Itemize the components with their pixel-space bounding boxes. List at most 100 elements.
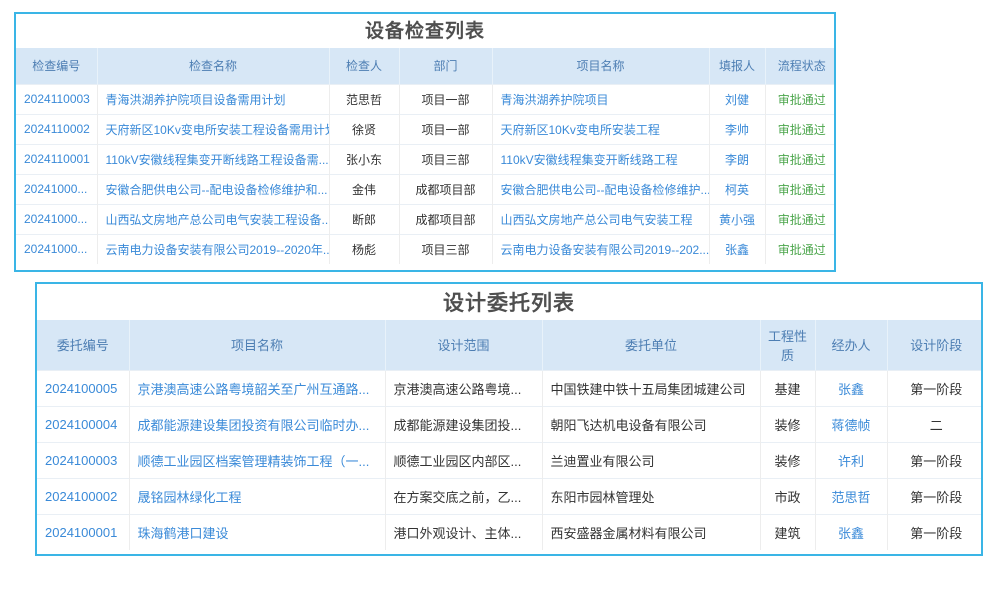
table-cell: 天府新区10Kv变电所安装工程设备需用计划 xyxy=(96,113,330,144)
table-row: 20241000... 安徽合肥供电公司--配电设备检修维护和... 金伟 成都项目部… xyxy=(16,173,834,204)
cell-text: 范思哲 xyxy=(345,92,382,107)
cell-link[interactable]: 青海洪湖养护院项目设备需用计划 xyxy=(105,92,286,107)
cell-link[interactable]: 2024100003 xyxy=(45,452,118,468)
cell-text: 京港澳高速公路粤境... xyxy=(393,381,522,397)
table-cell: 杨彪 xyxy=(328,233,399,264)
table-cell: 二 xyxy=(886,405,981,442)
cell-link[interactable]: 成都能源建设集团投资有限公司临时办... xyxy=(137,417,370,433)
table-cell: 第一阶段 xyxy=(886,369,981,406)
column-header-project-name: 项目名称 xyxy=(128,320,385,370)
table-cell: 李朗 xyxy=(708,143,765,174)
cell-link[interactable]: 天府新区10Kv变电所安装工程设备需用计划 xyxy=(105,122,330,137)
table-cell: 安徽合肥供电公司--配电设备检修维护和... xyxy=(96,173,329,204)
cell-link[interactable]: 安徽合肥供电公司--配电设备检修维护和... xyxy=(105,182,328,197)
table-cell: 山西弘文房地产总公司电气安装工程 xyxy=(491,203,709,234)
cell-link[interactable]: 顺德工业园区档案管理精装饰工程（一... xyxy=(137,453,370,469)
cell-link[interactable]: 2024110003 xyxy=(24,92,90,106)
cell-link[interactable]: 张鑫 xyxy=(837,525,864,541)
column-header-inspection-id: 检查编号 xyxy=(16,48,97,84)
cell-link[interactable]: 张鑫 xyxy=(837,381,864,397)
cell-link[interactable]: 刘健 xyxy=(724,92,749,107)
table-cell: 审批通过 xyxy=(764,173,834,204)
cell-text: 中国铁建中铁十五局集团城建公司 xyxy=(550,381,746,397)
column-header-project-name: 项目名称 xyxy=(491,48,709,84)
table-cell: 张鑫 xyxy=(814,513,887,550)
cell-text: 第一阶段 xyxy=(910,453,963,469)
cell-text: 市政 xyxy=(774,489,801,505)
status-text: 审批通过 xyxy=(777,242,826,257)
cell-link[interactable]: 20241000... xyxy=(24,242,88,257)
table-cell: 2024100003 xyxy=(37,441,129,478)
table-cell: 装修 xyxy=(759,405,815,442)
cell-link[interactable]: 山西弘文房地产总公司电气安装工程 xyxy=(500,212,693,227)
cell-link[interactable]: 云南电力设备安装有限公司2019--202... xyxy=(500,242,710,257)
cell-text: 成都能源建设集团投... xyxy=(393,417,522,433)
cell-link[interactable]: 2024100004 xyxy=(45,416,118,432)
table-cell: 20241000... xyxy=(16,203,97,234)
cell-link[interactable]: 山西弘文房地产总公司电气安装工程设备... xyxy=(105,212,330,227)
cell-text: 西安盛器金属材料有限公司 xyxy=(550,525,707,541)
cell-link[interactable]: 20241000... xyxy=(24,182,88,196)
cell-link[interactable]: 蒋德帧 xyxy=(831,417,871,433)
cell-link[interactable]: 2024110001 xyxy=(24,152,90,166)
cell-link[interactable]: 青海洪湖养护院项目 xyxy=(500,92,609,107)
table-cell: 蒋德帧 xyxy=(814,405,887,442)
column-header-reporter: 填报人 xyxy=(708,48,765,84)
cell-link[interactable]: 天府新区10Kv变电所安装工程 xyxy=(500,122,660,137)
column-header-flow-status: 流程状态 xyxy=(764,48,834,84)
table-cell: 2024100002 xyxy=(37,477,129,514)
cell-link[interactable]: 许利 xyxy=(837,453,864,469)
table-cell: 李帅 xyxy=(708,113,765,144)
cell-text: 第一阶段 xyxy=(910,489,963,505)
table-cell: 2024110002 xyxy=(16,113,97,144)
cell-link[interactable]: 柯英 xyxy=(724,182,749,197)
table-cell: 兰迪置业有限公司 xyxy=(541,441,760,478)
cell-link[interactable]: 黄小强 xyxy=(718,212,755,227)
cell-link[interactable]: 李帅 xyxy=(724,122,749,137)
table-cell: 20241000... xyxy=(16,233,97,264)
table-cell: 审批通过 xyxy=(764,113,834,144)
table-row: 2024100002 晟铭园林绿化工程 在方案交底之前，乙... 东阳市园林管理处 市政… xyxy=(37,477,981,514)
table-row: 2024110001 110kV安徽线程集变开断线路工程设备需... 张小东 项目三部… xyxy=(16,143,834,174)
cell-link[interactable]: 范思哲 xyxy=(831,489,871,505)
cell-link[interactable]: 20241000... xyxy=(24,212,88,226)
table-cell: 范思哲 xyxy=(814,477,887,514)
cell-link[interactable]: 2024100002 xyxy=(45,488,118,504)
table-cell: 柯英 xyxy=(708,173,765,204)
table-header-row: 检查编号 检查名称 检查人 部门 项目名称 填报人 流程状态 xyxy=(16,48,834,84)
cell-text: 朝阳飞达机电设备有限公司 xyxy=(550,417,707,433)
cell-link[interactable]: 李朗 xyxy=(724,152,749,167)
column-header-inspector: 检查人 xyxy=(328,48,399,84)
cell-text: 在方案交底之前，乙... xyxy=(393,489,522,505)
cell-link[interactable]: 安徽合肥供电公司--配电设备检修维护... xyxy=(500,182,710,197)
cell-link[interactable]: 张鑫 xyxy=(724,242,749,257)
table-cell: 断郎 xyxy=(328,203,399,234)
column-header-handler: 经办人 xyxy=(814,320,887,370)
table-cell: 山西弘文房地产总公司电气安装工程设备... xyxy=(96,203,330,234)
table-cell: 审批通过 xyxy=(764,143,834,174)
cell-link[interactable]: 云南电力设备安装有限公司2019--2020年... xyxy=(105,242,330,257)
cell-link[interactable]: 110kV安徽线程集变开断线路工程 xyxy=(500,152,678,167)
column-header-project-nature: 工程性质 xyxy=(759,320,815,370)
table-row: 2024110003 青海洪湖养护院项目设备需用计划 范思哲 项目一部 青海洪湖养护院项… xyxy=(16,83,834,114)
table-cell: 张鑫 xyxy=(708,233,765,264)
table-cell: 审批通过 xyxy=(764,233,834,264)
cell-link[interactable]: 2024100001 xyxy=(45,524,118,540)
table-cell: 许利 xyxy=(814,441,887,478)
cell-text: 港口外观设计、主体... xyxy=(393,525,522,541)
cell-link[interactable]: 晟铭园林绿化工程 xyxy=(137,489,242,505)
table-cell: 2024110003 xyxy=(16,83,97,114)
cell-link[interactable]: 京港澳高速公路粤境韶关至广州互通路... xyxy=(137,381,370,397)
table-cell: 中国铁建中铁十五局集团城建公司 xyxy=(541,369,760,406)
cell-link[interactable]: 珠海鹤港口建设 xyxy=(137,525,229,541)
cell-link[interactable]: 2024100005 xyxy=(45,380,118,396)
table-cell: 项目一部 xyxy=(398,113,492,144)
cell-link[interactable]: 110kV安徽线程集变开断线路工程设备需... xyxy=(105,152,329,167)
table-cell: 装修 xyxy=(759,441,815,478)
table-row: 2024100005 京港澳高速公路粤境韶关至广州互通路... 京港澳高速公路粤境.… xyxy=(37,369,981,406)
cell-text: 装修 xyxy=(774,417,801,433)
cell-text: 东阳市园林管理处 xyxy=(550,489,655,505)
table-cell: 顺德工业园区内部区... xyxy=(384,441,542,478)
table-cell: 徐贤 xyxy=(328,113,399,144)
cell-link[interactable]: 2024110002 xyxy=(24,122,90,136)
